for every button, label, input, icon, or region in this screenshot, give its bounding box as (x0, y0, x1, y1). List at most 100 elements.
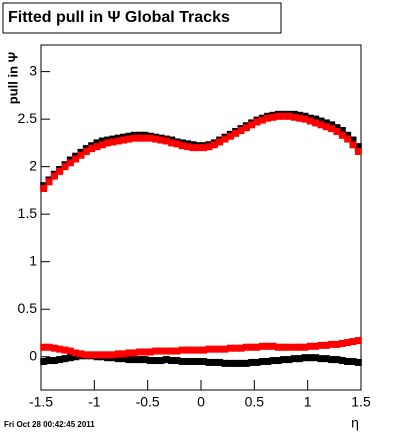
marker (253, 358, 261, 366)
marker (301, 354, 309, 362)
marker (66, 347, 74, 355)
marker (354, 143, 362, 151)
marker (344, 338, 352, 346)
marker (242, 343, 250, 351)
marker (322, 119, 330, 127)
marker (312, 354, 320, 362)
marker (136, 134, 144, 142)
marker (162, 137, 170, 145)
marker (280, 112, 288, 120)
marker (146, 357, 154, 365)
marker (221, 135, 229, 143)
marker (226, 344, 234, 352)
marker (141, 356, 149, 364)
marker (232, 359, 240, 367)
marker (98, 137, 106, 145)
marker (344, 131, 352, 139)
marker (136, 348, 144, 356)
y-tick-label: 1.5 (18, 205, 38, 221)
marker (125, 356, 133, 364)
marker (328, 121, 336, 129)
marker (120, 136, 128, 144)
marker (349, 338, 357, 346)
marker (178, 357, 186, 365)
marker (237, 344, 245, 352)
marker (136, 356, 144, 364)
marker (258, 116, 266, 124)
marker (184, 357, 192, 365)
marker (312, 342, 320, 350)
marker (264, 114, 272, 122)
marker (338, 131, 346, 139)
marker (61, 346, 69, 354)
marker (189, 357, 197, 365)
marker (184, 346, 192, 354)
marker (189, 346, 197, 354)
marker (344, 135, 352, 143)
title-box (2, 2, 282, 34)
marker (88, 145, 96, 153)
marker (216, 358, 224, 366)
marker (173, 357, 181, 365)
marker (72, 349, 80, 357)
marker (178, 142, 186, 150)
marker (269, 113, 277, 121)
marker (264, 342, 272, 350)
marker (344, 357, 352, 365)
marker (338, 127, 346, 135)
marker (61, 163, 69, 171)
marker (338, 357, 346, 365)
marker (306, 354, 314, 362)
marker (194, 357, 202, 365)
marker (114, 350, 122, 358)
marker (146, 348, 154, 356)
x-tick-label: 1 (304, 394, 312, 410)
marker (152, 347, 160, 355)
marker (93, 143, 101, 151)
marker (285, 356, 293, 364)
marker (77, 350, 85, 358)
marker (162, 347, 170, 355)
x-tick-label: 0.5 (245, 394, 265, 410)
marker (66, 354, 74, 362)
marker (45, 178, 53, 186)
marker (40, 343, 48, 351)
marker (349, 357, 357, 365)
marker (114, 137, 122, 145)
marker (226, 359, 234, 367)
marker (354, 147, 362, 155)
marker (322, 355, 330, 363)
marker (301, 115, 309, 123)
marker (157, 136, 165, 144)
marker (253, 118, 261, 126)
marker (242, 359, 250, 367)
x-tick-label: -0.5 (136, 394, 160, 410)
marker (56, 345, 64, 353)
marker (130, 356, 138, 364)
marker (317, 121, 325, 129)
marker (50, 344, 58, 352)
x-tick-label: 0 (197, 394, 205, 410)
marker (269, 357, 277, 365)
marker (93, 139, 101, 147)
y-tick-label: 3 (29, 62, 37, 78)
marker (296, 114, 304, 122)
marker (354, 337, 362, 345)
marker (221, 359, 229, 367)
x-tick-label: -1 (88, 394, 101, 410)
marker (45, 343, 53, 351)
marker (285, 112, 293, 120)
marker (290, 113, 298, 121)
y-tick-label: 1 (29, 252, 37, 268)
y-tick-label: 0 (29, 347, 37, 363)
marker (306, 117, 314, 125)
marker (312, 119, 320, 127)
y-tick-label: 2 (29, 157, 37, 173)
marker (168, 357, 176, 365)
marker (253, 343, 261, 351)
marker (349, 141, 357, 149)
marker (157, 347, 165, 355)
marker (237, 127, 245, 135)
